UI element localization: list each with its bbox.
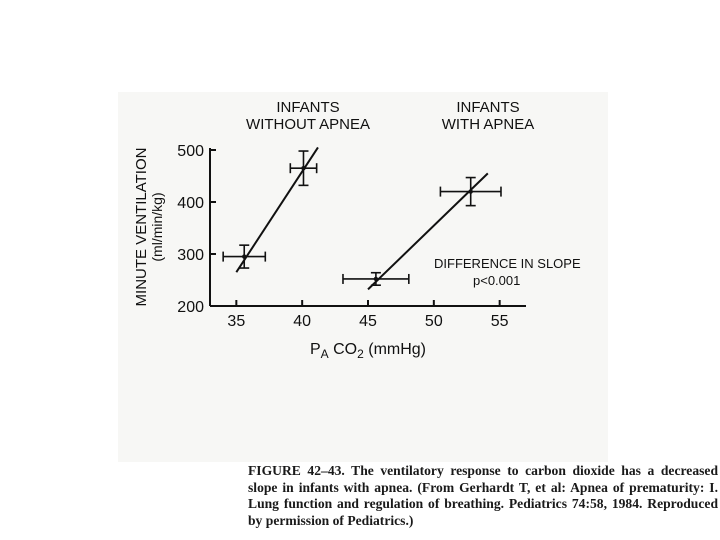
series-label: WITHOUT APNEA (246, 116, 370, 133)
x-tick-label: 45 (359, 313, 377, 330)
y-tick-label: 300 (177, 247, 204, 264)
x-tick-label: 35 (227, 313, 245, 330)
figure-caption: FIGURE 42–43. The ventilatory response t… (248, 463, 718, 528)
ticks: 200 300 400 500 35 40 45 50 55 (177, 143, 508, 330)
annotation-text: DIFFERENCE IN SLOPE (434, 256, 581, 271)
y-tick-label: 400 (177, 195, 204, 212)
series-label: INFANTS (456, 99, 519, 116)
regression-line (367, 172, 489, 291)
regression-line (235, 146, 319, 273)
data-marks (222, 146, 502, 291)
x-axis-title: PA CO2 (mmHg) (310, 341, 426, 361)
figure-panel: 200 300 400 500 35 40 45 50 55 INFANTS WITHOUT AP… (118, 92, 718, 528)
x-axis-title-part: P (310, 341, 321, 358)
x-tick-label: 40 (293, 313, 311, 330)
x-axis-title-subscript: A (321, 347, 329, 361)
y-tick-label: 500 (177, 143, 204, 160)
annotation-text: p<0.001 (473, 273, 520, 288)
y-axis-title: MINUTE VENTILATION (133, 148, 150, 307)
x-axis-title-part: CO (329, 341, 357, 358)
x-tick-label: 55 (491, 313, 509, 330)
x-axis-title-part: (mmHg) (364, 341, 426, 358)
y-axis-unit: (ml/min/kg) (149, 192, 165, 261)
data-point (301, 166, 306, 171)
data-point (373, 276, 379, 282)
series-label: INFANTS (276, 99, 339, 116)
data-point (468, 189, 473, 194)
y-tick-label: 200 (177, 299, 204, 316)
series-label: WITH APNEA (442, 116, 535, 133)
x-tick-label: 50 (425, 313, 443, 330)
data-point (242, 254, 247, 259)
x-axis-title-subscript: 2 (357, 347, 364, 361)
